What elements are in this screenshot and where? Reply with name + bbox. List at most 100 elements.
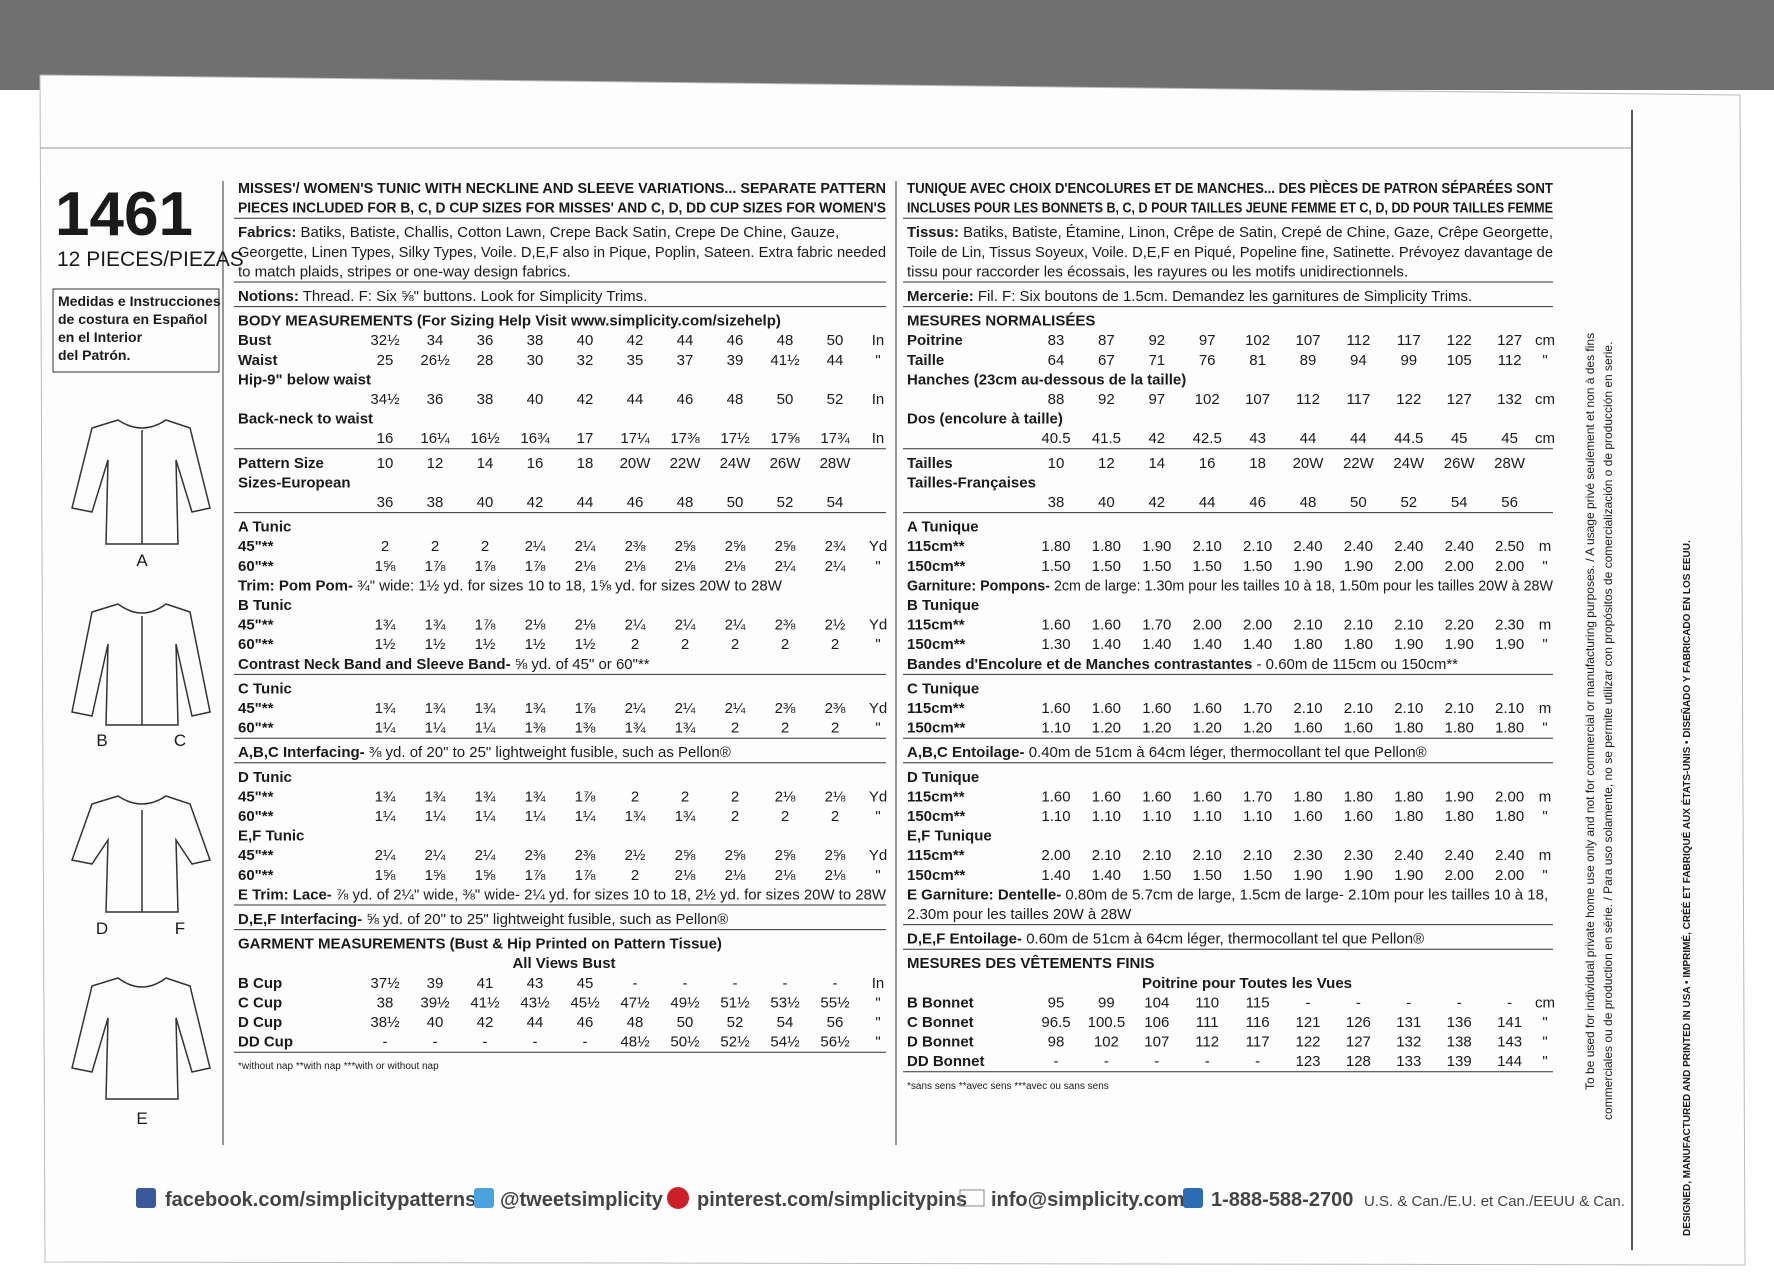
cell: 34½ [370,391,400,408]
paragraph-line: Fabrics: Batiks, Batiste, Challis, Cotto… [238,224,839,241]
cell: 37 [677,352,694,369]
cell: 35 [627,352,644,369]
row-label: Tailles [907,455,953,472]
text: ⅝ yd. of 45" or 60"** [515,656,650,673]
cell: 2.40 [1445,538,1474,555]
cell: 2.00 [1495,558,1524,575]
cell: 2.40 [1394,538,1423,555]
cell: 38 [377,994,394,1011]
cell: 2⅜ [775,700,796,717]
cell: 36 [477,332,494,349]
cell: 2 [831,636,839,653]
unit: m [1539,617,1552,634]
cell: 22W [1343,455,1375,472]
cell: 48 [677,494,694,511]
cell: 95 [1048,994,1065,1011]
lead: Garniture: Pompons- [907,577,1050,594]
row-label: 150cm** [907,720,966,737]
cell: 24W [1393,455,1425,472]
footer: facebook.com/simplicitypatterns @tweetsi… [136,1187,1625,1211]
cell: - [1104,1053,1109,1070]
cell: 2.40 [1445,847,1474,864]
cell: 1.70 [1142,617,1171,634]
cell: 2¼ [725,700,746,717]
cell: 97 [1148,391,1165,408]
cell: 42 [477,1014,494,1031]
cell: 64 [1048,352,1065,369]
cell: 1.10 [1243,808,1272,825]
row-label: C Bonnet [907,1014,974,1031]
cell: 1⅝ [375,867,396,884]
row-label: Pattern Size [238,455,324,472]
row-label: C Cup [238,994,282,1011]
cell: 1.60 [1092,617,1121,634]
cell: 2.10 [1293,617,1322,634]
cell: 1.10 [1041,720,1070,737]
cell: 2.40 [1344,538,1373,555]
cell: 56½ [820,1034,850,1051]
cell: 2.10 [1445,700,1474,717]
cell: 32 [577,352,594,369]
tunic-sketches [71,419,211,1100]
cell: 2⅛ [675,558,696,575]
cell: 83 [1048,332,1065,349]
heading: A Tunique [907,519,979,536]
paragraph-line: Trim: Pom Pom- ¾" wide: 1½ yd. for sizes… [238,577,783,594]
text: 2.30m pour les tailles 20W à 28W [907,906,1132,923]
cell: 1¾ [675,808,696,825]
cell: 41½ [770,352,800,369]
cell: 1¼ [525,808,546,825]
row-label: DD Bonnet [907,1053,985,1070]
unit: " [1542,1053,1547,1070]
cell: 1.50 [1243,867,1272,884]
cell: 1.90 [1293,558,1322,575]
heading: C Tunique [907,680,979,697]
heading: Tailles-Françaises [907,474,1036,491]
cell: 2½ [625,847,646,864]
cell: 2⅝ [725,538,746,555]
cell: 1.70 [1243,788,1272,805]
cell: 1.20 [1092,720,1121,737]
cell: - [683,975,688,992]
cell: 56 [827,1014,844,1031]
text: Batiks, Batiste, Étamine, Linon, Crêpe d… [963,224,1553,241]
cell: 2.20 [1445,617,1474,634]
text: to match plaids, stripes or one-way desi… [238,263,571,280]
row-label: 150cm** [907,867,966,884]
top-shadow [0,0,1774,90]
cell: 1⅞ [575,788,596,805]
footer-phone: 1-888-588-2700 [1211,1189,1353,1211]
cell: 42 [1148,494,1165,511]
cell: - [783,975,788,992]
cell: 42 [577,391,594,408]
cell: 26½ [420,352,450,369]
cell: 43 [1249,430,1266,447]
cell: 2 [781,636,789,653]
subheading: Poitrine pour Toutes les Vues [1142,975,1352,992]
lead: Notions: [238,288,299,305]
cell: 1.10 [1092,808,1121,825]
paper [39,74,1746,1266]
cell: 2⅜ [825,700,846,717]
cell: 26W [1444,455,1476,472]
cell: 48 [777,332,794,349]
lead: E Trim: Lace- [238,886,332,903]
cell: 55½ [820,994,850,1011]
cell: 2⅛ [825,867,846,884]
cell: 2.40 [1293,538,1322,555]
cell: 132 [1497,391,1522,408]
cell: 2 [731,788,739,805]
cell: 115 [1246,994,1270,1011]
cell: 44 [577,494,594,511]
spanish-box [52,288,220,373]
cell: - [533,1034,538,1051]
heading: E,F Tunic [238,828,304,845]
footer-link: facebook.com/simplicitypatterns [165,1189,476,1211]
cell: - [483,1034,488,1051]
heading: TUNIQUE AVEC CHOIX D'ENCOLURES ET DE MAN… [907,180,1553,197]
cell: 76 [1199,352,1216,369]
cell: 1.80 [1293,788,1322,805]
cell: 1.60 [1193,700,1222,717]
footer-link: pinterest.com/simplicitypins [697,1189,967,1211]
text: ¾" wide: 1½ yd. for sizes 10 to 18, 1⅝ y… [357,577,783,594]
